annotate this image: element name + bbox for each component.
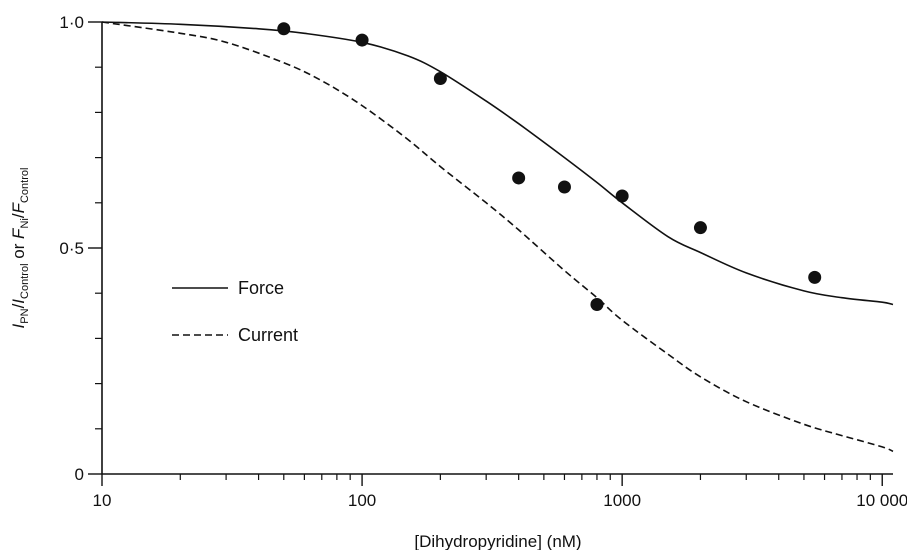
- y-tick-label: 1·0: [59, 13, 84, 32]
- y-label-part3-sub: Ni: [19, 218, 31, 228]
- legend-label-current: Current: [238, 325, 298, 345]
- data-point: [277, 22, 291, 36]
- data-point: [590, 298, 604, 311]
- data-point: [808, 270, 822, 284]
- y-label-part3-main: F: [9, 227, 28, 239]
- force-curve: [101, 21, 894, 306]
- y-tick-label: 0: [75, 465, 84, 484]
- y-axis-label: IPN/IControl or FNi/FControl: [9, 168, 31, 329]
- y-label-connector: or: [9, 239, 28, 264]
- current-curve: [101, 21, 894, 453]
- curves: [101, 21, 894, 453]
- legend-label-force: Force: [238, 278, 284, 298]
- y-label-part2-sub: Control: [19, 263, 31, 298]
- data-point: [693, 221, 707, 235]
- y-label-part4-main: F: [9, 201, 28, 213]
- data-point: [557, 180, 571, 194]
- ticks: 10 100 1000 10 000 0 0·5 1·0: [59, 13, 907, 510]
- axes: [101, 22, 893, 475]
- y-label-part1-sub: PN: [19, 308, 31, 323]
- x-tick-label: 10: [93, 491, 112, 510]
- legend: Force Current: [172, 278, 298, 345]
- y-label-sep2: /: [9, 213, 28, 218]
- y-label-part4-sub: Control: [19, 168, 31, 203]
- y-label-sep1: /: [9, 303, 28, 308]
- data-point: [512, 171, 526, 185]
- data-point: [433, 72, 447, 85]
- x-tick-label: 10 000: [856, 491, 907, 510]
- y-tick-label: 0·5: [59, 239, 84, 258]
- x-axis-label: [Dihydropyridine] (nM): [414, 532, 581, 550]
- y-label-part1-main: I: [9, 323, 28, 328]
- y-label-part2-main: I: [9, 299, 28, 304]
- x-tick-label: 1000: [603, 491, 641, 510]
- data-point: [615, 189, 629, 203]
- x-tick-label: 100: [348, 491, 376, 510]
- data-point: [355, 33, 369, 47]
- data-points: [277, 22, 822, 311]
